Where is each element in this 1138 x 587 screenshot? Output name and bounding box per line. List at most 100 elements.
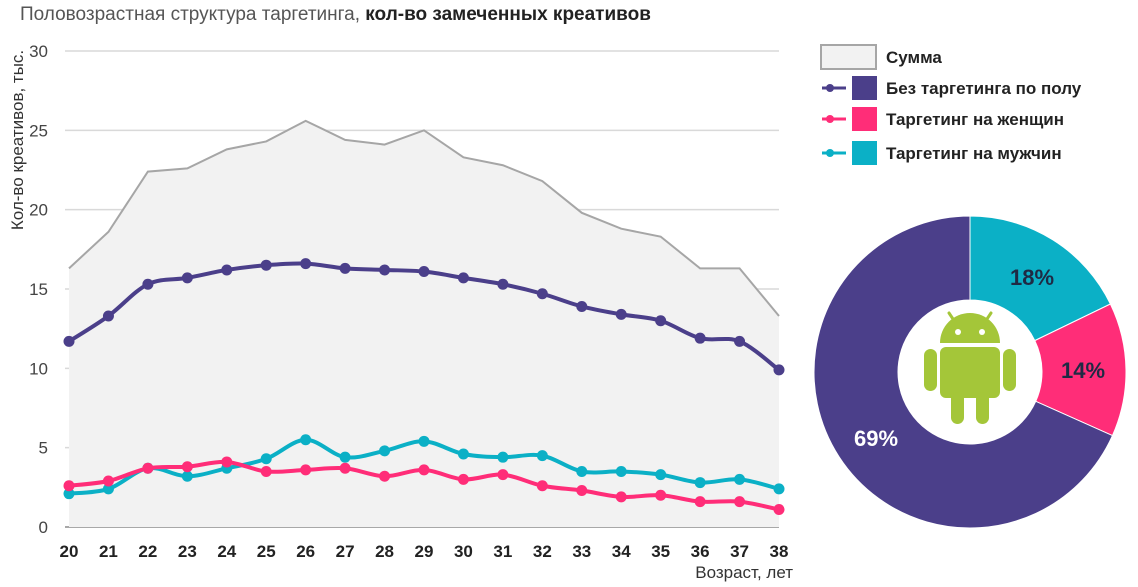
legend-label: Таргетинг на женщин bbox=[886, 110, 1064, 129]
data-point-men bbox=[102, 483, 114, 495]
y-tick-label: 0 bbox=[39, 518, 48, 537]
x-tick-label: 35 bbox=[651, 542, 670, 561]
android-arm bbox=[924, 349, 937, 391]
data-point-women bbox=[63, 480, 75, 492]
data-point-no-gender bbox=[773, 364, 785, 376]
series-lines bbox=[63, 258, 785, 516]
y-tick-label: 15 bbox=[29, 280, 48, 299]
data-point-men bbox=[300, 434, 312, 446]
android-icon bbox=[924, 311, 1016, 424]
data-point-women bbox=[576, 485, 588, 497]
y-tick-label: 10 bbox=[29, 359, 48, 378]
legend-item: Сумма bbox=[820, 44, 942, 70]
android-antenna bbox=[983, 311, 993, 324]
data-point-no-gender bbox=[497, 278, 509, 290]
data-point-men bbox=[655, 469, 667, 481]
data-point-no-gender bbox=[457, 272, 469, 284]
x-tick-label: 38 bbox=[770, 542, 789, 561]
chart-title-prefix: Половозрастная структура таргетинга, bbox=[20, 4, 361, 25]
x-tick-label: 22 bbox=[138, 542, 157, 561]
legend-item: Таргетинг на мужчин bbox=[822, 141, 1062, 165]
data-point-women bbox=[181, 461, 193, 473]
x-tick-label: 33 bbox=[572, 542, 591, 561]
legend-item: Без таргетинга по полу bbox=[822, 76, 1082, 100]
data-point-men bbox=[379, 445, 391, 457]
x-tick-label: 37 bbox=[730, 542, 749, 561]
data-point-no-gender bbox=[379, 264, 391, 276]
data-point-men bbox=[339, 451, 351, 463]
y-tick-label: 25 bbox=[29, 121, 48, 140]
x-tick-label: 24 bbox=[217, 542, 236, 561]
x-tick-label: 29 bbox=[415, 542, 434, 561]
data-point-no-gender bbox=[221, 264, 233, 276]
data-point-no-gender bbox=[694, 332, 706, 344]
legend-label: Без таргетинга по полу bbox=[886, 79, 1082, 98]
data-point-women bbox=[418, 464, 430, 476]
data-point-no-gender bbox=[615, 308, 627, 320]
legend-item: Таргетинг на женщин bbox=[822, 107, 1064, 131]
sum-area-fill bbox=[69, 120, 779, 528]
data-point-no-gender bbox=[260, 259, 272, 271]
x-tick-label: 30 bbox=[454, 542, 473, 561]
donut-slice bbox=[1034, 303, 1127, 437]
data-point-men bbox=[694, 477, 706, 489]
data-point-women bbox=[497, 469, 509, 481]
data-point-men bbox=[615, 465, 627, 477]
data-point-women bbox=[339, 462, 351, 474]
data-point-no-gender bbox=[63, 335, 75, 347]
legend: Сумма Без таргетинга по полу Таргетинг на … bbox=[820, 44, 1082, 165]
donut-slice bbox=[813, 215, 1114, 529]
legend-swatch bbox=[852, 141, 877, 165]
data-point-men bbox=[260, 453, 272, 465]
donut-slice bbox=[969, 215, 1112, 342]
y-tick-label: 20 bbox=[29, 201, 48, 220]
donut-label: 69% bbox=[854, 426, 898, 451]
x-axis-ticks: 20 21 22 23 24 25 26 27 28 29 30 31 32 33 34 35 36 37 38 bbox=[60, 542, 789, 561]
android-arm bbox=[1003, 349, 1016, 391]
android-eye bbox=[955, 329, 961, 335]
android-eye bbox=[979, 329, 985, 335]
data-point-women bbox=[655, 489, 667, 501]
data-point-women bbox=[142, 462, 154, 474]
donut-label: 18% bbox=[1010, 265, 1054, 290]
data-point-women bbox=[379, 470, 391, 482]
data-point-men bbox=[773, 483, 785, 495]
x-axis-label: Возраст, лет bbox=[695, 563, 793, 582]
x-tick-label: 27 bbox=[336, 542, 355, 561]
legend-dot bbox=[826, 84, 834, 92]
data-point-no-gender bbox=[102, 310, 114, 322]
data-point-men bbox=[497, 451, 509, 463]
donut-chart: 18% 14% 69% bbox=[813, 215, 1127, 529]
data-point-women bbox=[457, 473, 469, 485]
legend-dot bbox=[826, 115, 834, 123]
data-point-men bbox=[536, 450, 548, 462]
data-point-no-gender bbox=[142, 278, 154, 290]
legend-dot bbox=[826, 149, 834, 157]
x-tick-label: 34 bbox=[612, 542, 631, 561]
data-point-women bbox=[221, 456, 233, 468]
data-point-no-gender bbox=[418, 266, 430, 278]
data-point-no-gender bbox=[181, 272, 193, 284]
data-point-no-gender bbox=[536, 288, 548, 300]
data-point-no-gender bbox=[576, 300, 588, 312]
data-point-men bbox=[181, 470, 193, 482]
android-antenna bbox=[947, 311, 957, 324]
x-tick-label: 23 bbox=[178, 542, 197, 561]
legend-label: Таргетинг на мужчин bbox=[886, 144, 1062, 163]
legend-swatch bbox=[852, 107, 877, 131]
data-point-no-gender bbox=[734, 335, 746, 347]
y-tick-label: 5 bbox=[39, 439, 48, 458]
data-point-women bbox=[773, 504, 785, 516]
sum-line bbox=[68, 119, 780, 317]
android-leg bbox=[951, 392, 964, 424]
legend-swatch bbox=[852, 76, 877, 100]
data-point-women bbox=[694, 496, 706, 508]
sum-area bbox=[68, 119, 780, 528]
android-body bbox=[940, 347, 1000, 398]
y-tick-label: 30 bbox=[29, 42, 48, 61]
data-point-women bbox=[615, 491, 627, 503]
data-point-women bbox=[734, 496, 746, 508]
data-point-men bbox=[457, 448, 469, 460]
chart-title: Половозрастная структура таргетинга, кол… bbox=[20, 4, 651, 26]
